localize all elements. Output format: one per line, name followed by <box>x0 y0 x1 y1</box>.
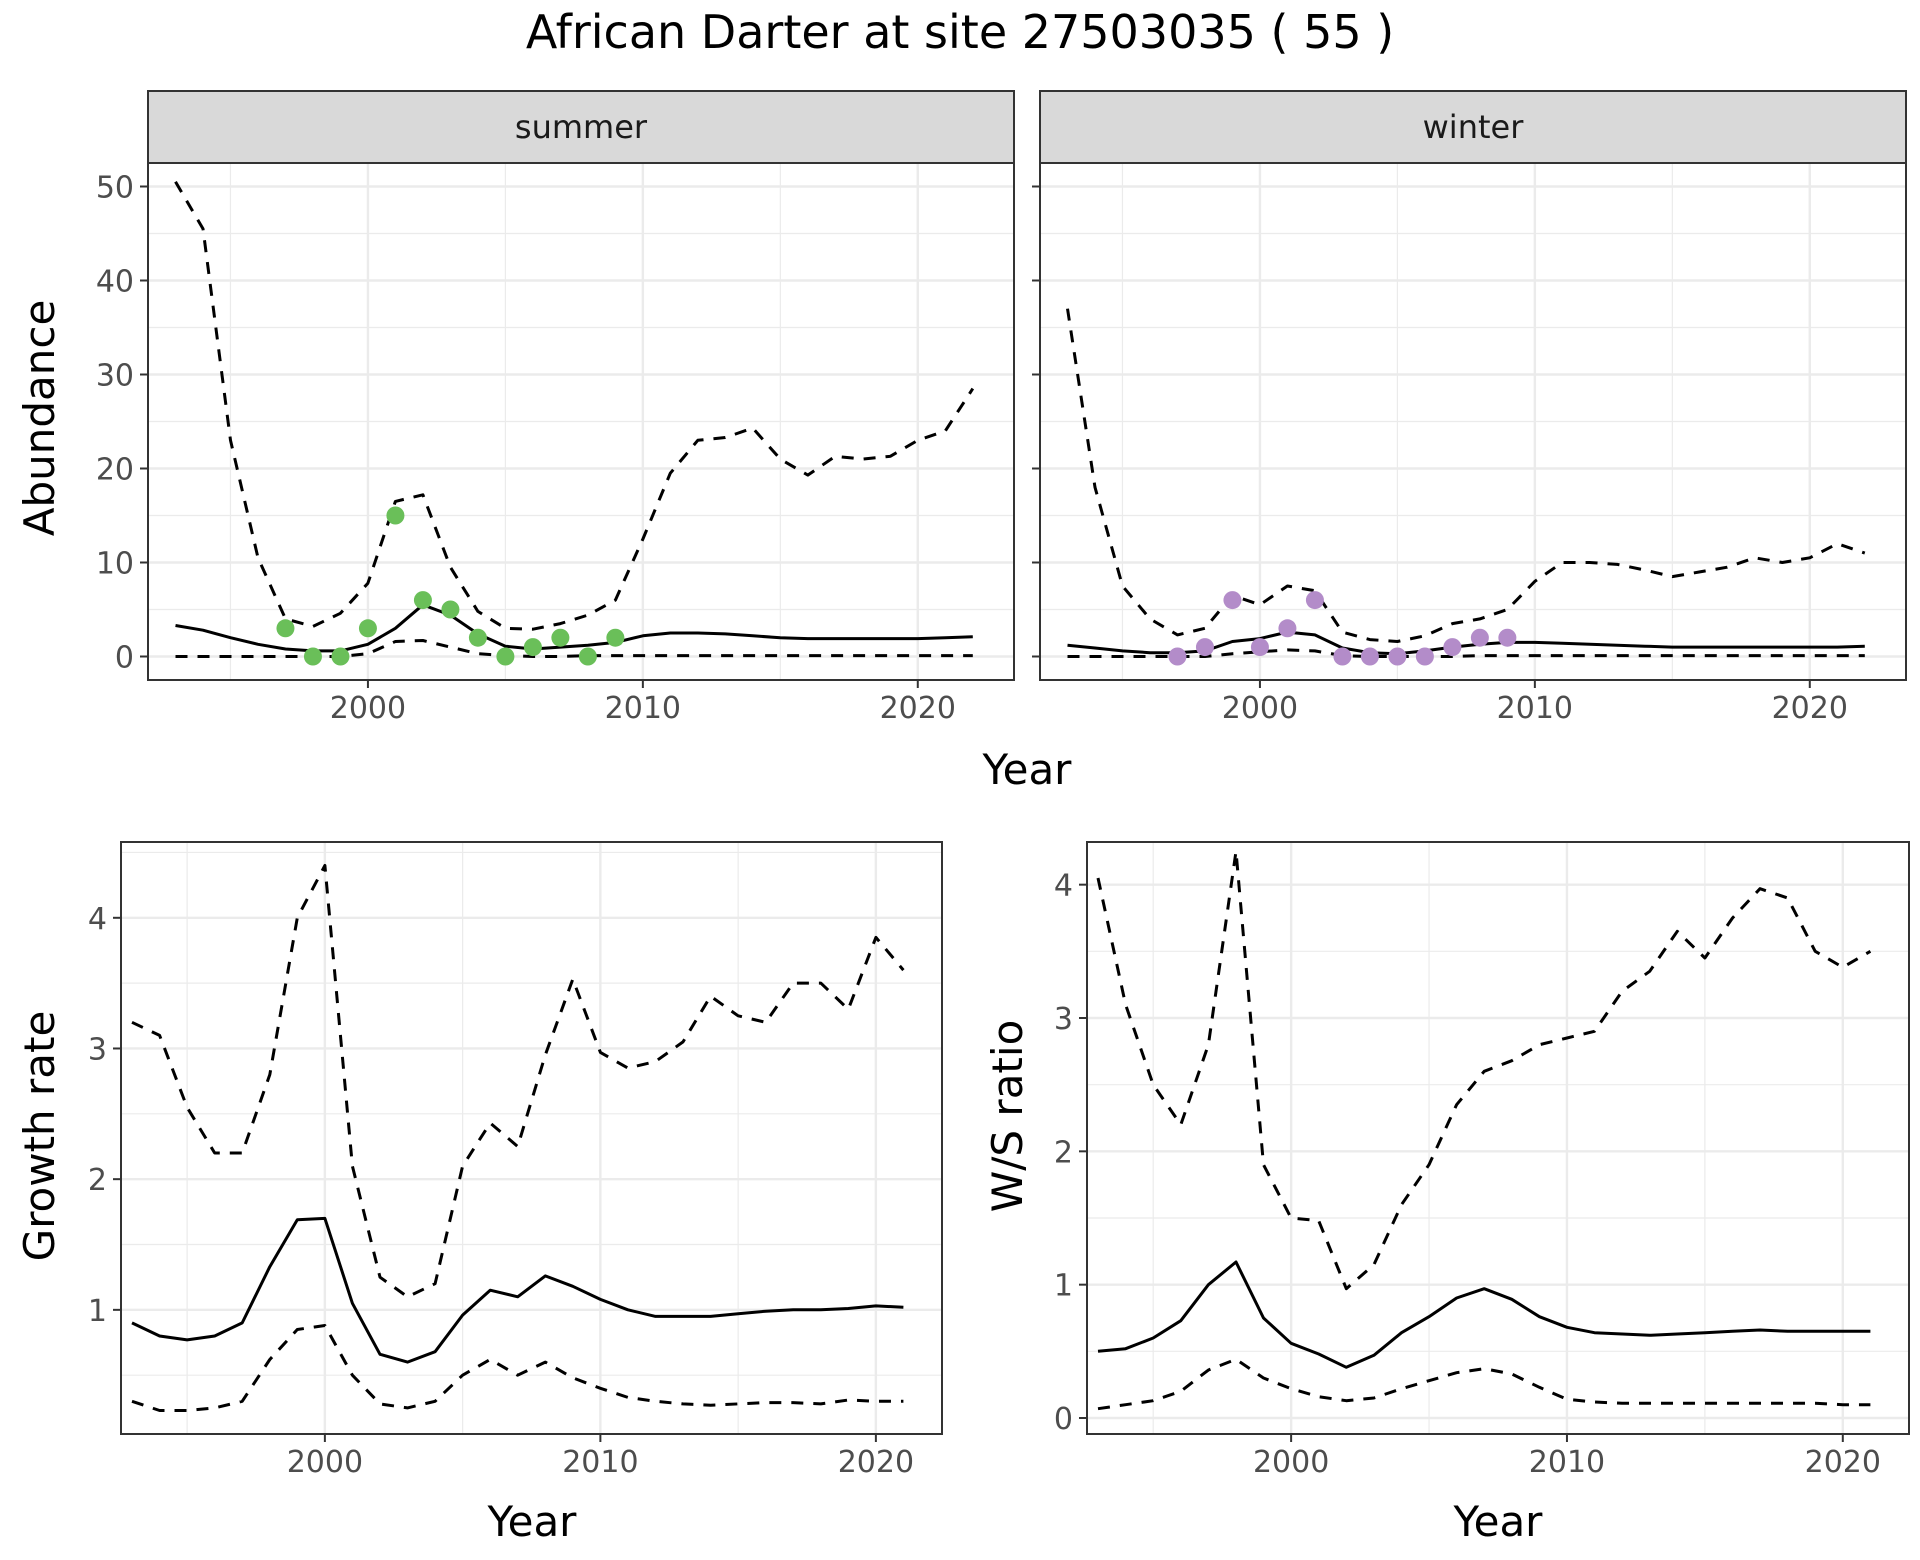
summer-observation-point <box>468 628 487 647</box>
y-tick-label: 2 <box>88 1163 107 1198</box>
summer-observation-point <box>386 506 405 525</box>
y-tick-label: 0 <box>115 641 134 676</box>
ws-series-estimate-0 <box>1097 1260 1871 1369</box>
winter-observation-point <box>1333 647 1352 666</box>
summer-observation-point <box>413 591 432 610</box>
y-tick-label: 2 <box>1054 1135 1073 1170</box>
x-tick-label: 2010 <box>605 691 681 726</box>
y-tick-label: 4 <box>88 902 107 937</box>
summer-observation-point <box>441 600 460 619</box>
summer-observation-point <box>523 638 542 657</box>
abundance-y-axis-title: Abundance <box>15 300 64 537</box>
ws-y-axis-title: W/S ratio <box>983 1020 1032 1213</box>
y-tick-label: 40 <box>96 265 134 300</box>
winter-observation-point <box>1305 591 1324 610</box>
facet-label-summer: summer <box>515 108 648 146</box>
winter-observation-point <box>1360 647 1379 666</box>
summer-series-estimate-0 <box>175 603 973 653</box>
winter-observation-point <box>1415 647 1434 666</box>
ws-x-axis-title: Year <box>1453 1497 1544 1546</box>
y-tick-label: 30 <box>96 359 134 394</box>
winter-observation-point <box>1223 591 1242 610</box>
ws-panel-border <box>1086 841 1910 1435</box>
y-tick-label: 3 <box>1054 1002 1073 1037</box>
y-tick-label: 10 <box>96 547 134 582</box>
winter-observation-point <box>1443 638 1462 657</box>
x-tick-label: 2000 <box>330 691 406 726</box>
winter-observation-point <box>1195 638 1214 657</box>
y-tick-label: 1 <box>1054 1269 1073 1304</box>
growth-panel-border <box>120 841 943 1435</box>
summer-observation-point <box>578 647 597 666</box>
x-tick-label: 2000 <box>1222 691 1298 726</box>
summer-observation-point <box>331 647 350 666</box>
ws-series-bound-1 <box>1096 849 1872 1291</box>
growth-series-bound-1 <box>131 864 905 1299</box>
winter-observation-point <box>1250 638 1269 657</box>
abundance-summer-panel: summer 2000 2010 2020 0 10 20 30 40 50 <box>96 90 1015 726</box>
summer-panel-border <box>147 162 1015 681</box>
x-tick-label: 2020 <box>838 1445 914 1480</box>
chart-title: African Darter at site 27503035 ( 55 ) <box>526 5 1394 59</box>
ws-series-bound-2 <box>1097 1357 1871 1411</box>
summer-observation-point <box>496 647 515 666</box>
y-tick-label: 20 <box>96 453 134 488</box>
abundance-winter-panel: winter 2000 2010 2020 <box>1032 90 1907 726</box>
growth-series-bound-2 <box>131 1324 904 1412</box>
winter-observation-point <box>1168 647 1187 666</box>
winter-panel-border <box>1039 162 1907 681</box>
y-tick-label: 1 <box>88 1294 107 1329</box>
x-tick-label: 2000 <box>1253 1445 1329 1480</box>
x-tick-label: 2000 <box>287 1445 363 1480</box>
growth-y-axis-title: Growth rate <box>15 1011 64 1262</box>
x-tick-label: 2020 <box>1772 691 1848 726</box>
summer-observation-point <box>358 619 377 638</box>
facet-label-winter: winter <box>1423 108 1525 146</box>
x-tick-label: 2020 <box>1805 1445 1881 1480</box>
y-tick-label: 50 <box>96 171 134 206</box>
winter-series-bound-2 <box>1067 648 1865 658</box>
summer-observation-point <box>606 628 625 647</box>
winter-observation-point <box>1278 619 1297 638</box>
winter-observation-point <box>1388 647 1407 666</box>
growth-rate-panel: 2000 2010 2020 1 2 3 4 <box>88 841 943 1480</box>
y-tick-label: 3 <box>88 1032 107 1067</box>
winter-observation-point <box>1498 628 1517 647</box>
x-tick-label: 2010 <box>1497 691 1573 726</box>
growth-x-axis-title: Year <box>487 1497 578 1546</box>
growth-series-estimate-0 <box>131 1216 904 1364</box>
summer-observation-point <box>276 619 295 638</box>
facet-strip-winter <box>1039 90 1907 164</box>
summer-observation-point <box>551 628 570 647</box>
winter-series-estimate-0 <box>1067 630 1865 656</box>
x-tick-label: 2010 <box>1529 1445 1605 1480</box>
facet-strip-summer <box>147 90 1015 164</box>
x-tick-label: 2020 <box>880 691 956 726</box>
summer-observation-point <box>303 647 322 666</box>
y-tick-label: 0 <box>1054 1402 1073 1437</box>
winter-observation-point <box>1470 628 1489 647</box>
x-tick-label: 2010 <box>562 1445 638 1480</box>
abundance-x-axis-title: Year <box>982 745 1073 794</box>
ws-ratio-panel: 2000 2010 2020 0 1 2 3 4 <box>1054 841 1910 1480</box>
y-tick-label: 4 <box>1054 869 1073 904</box>
winter-series-bound-1 <box>1066 308 1866 643</box>
